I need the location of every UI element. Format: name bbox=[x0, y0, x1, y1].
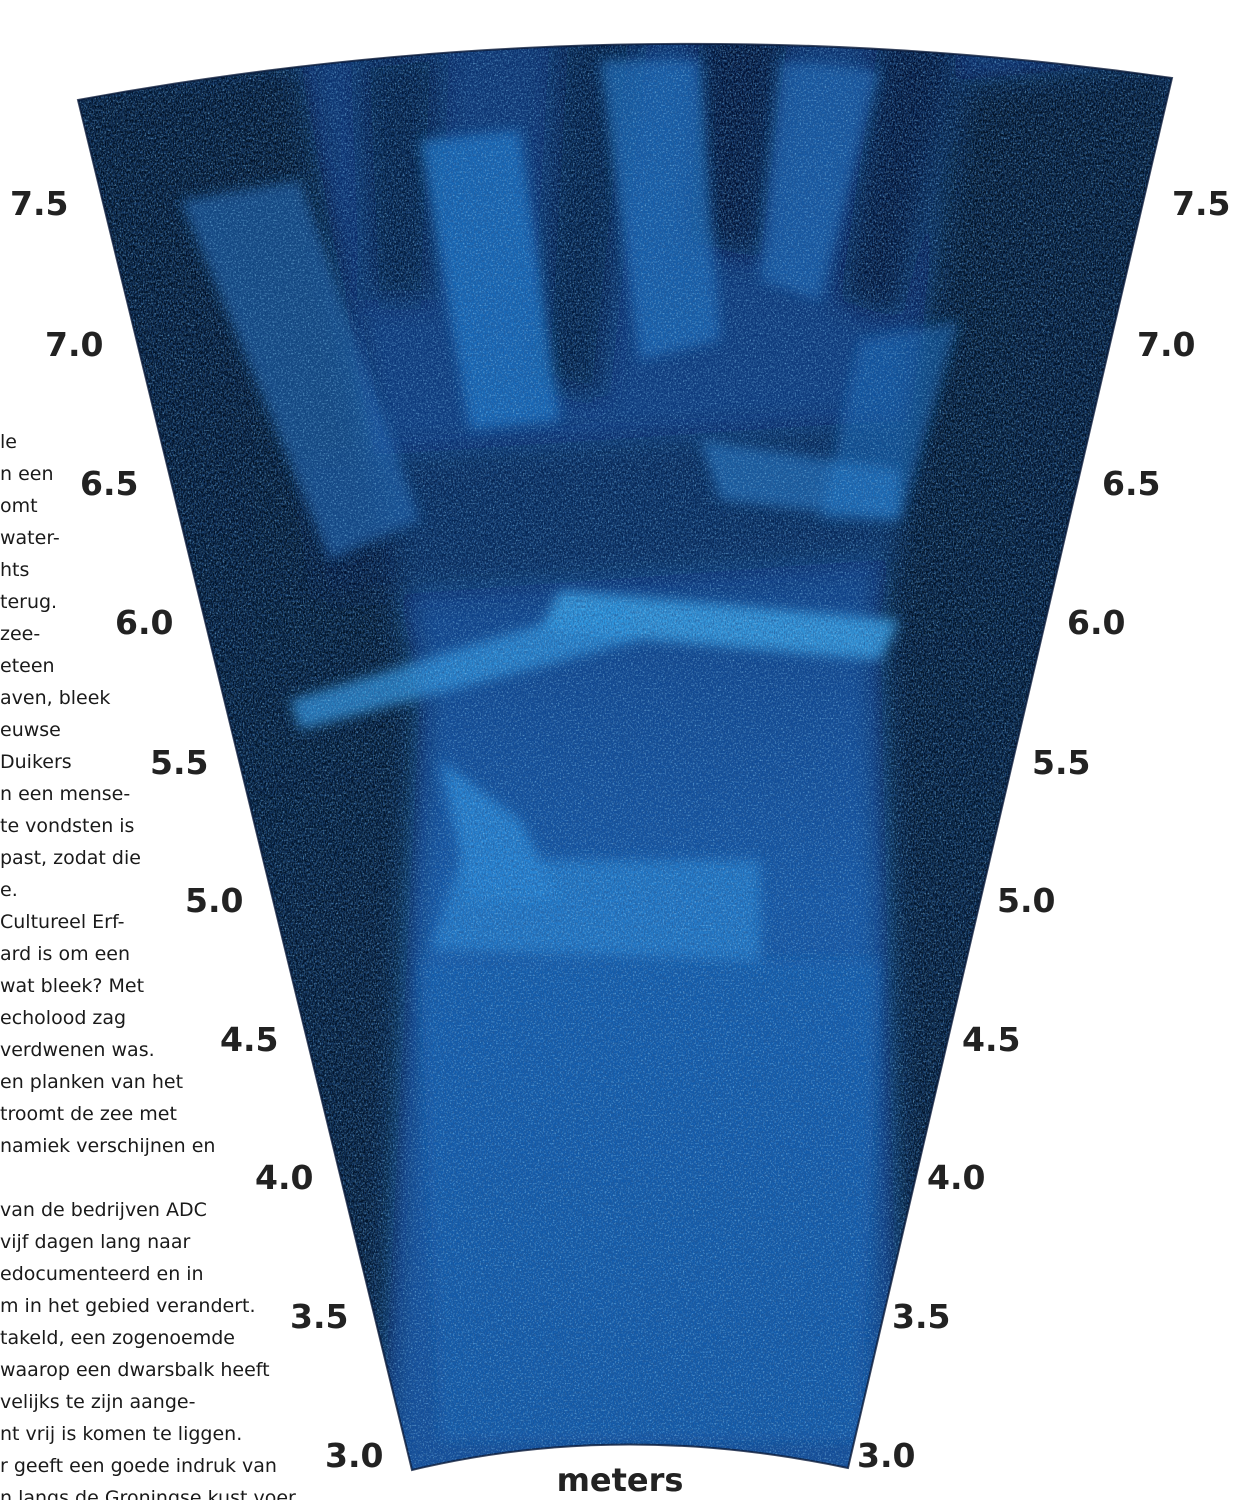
background-text-line: verdwenen was. bbox=[0, 1039, 155, 1061]
range-tick-left: 3.0 bbox=[325, 1436, 384, 1475]
range-tick-left: 3.5 bbox=[290, 1297, 349, 1336]
background-text-line: Duikers bbox=[0, 751, 72, 773]
range-tick-left: 5.5 bbox=[150, 743, 209, 782]
range-tick-right: 4.5 bbox=[962, 1020, 1021, 1059]
background-text-line: omt bbox=[0, 495, 38, 517]
range-tick-right: 6.0 bbox=[1067, 603, 1126, 642]
background-text-line: takeld, een zogenoemde bbox=[0, 1327, 235, 1349]
range-tick-right: 6.5 bbox=[1102, 464, 1161, 503]
range-tick-left: 7.5 bbox=[10, 184, 69, 223]
background-text-line: nt vrij is komen te liggen. bbox=[0, 1423, 243, 1445]
background-text-line: echolood zag bbox=[0, 1007, 127, 1029]
range-tick-right: 3.0 bbox=[857, 1436, 916, 1475]
range-tick-right: 5.0 bbox=[997, 881, 1056, 920]
range-tick-left: 4.0 bbox=[255, 1158, 314, 1197]
background-text-line: en planken van het bbox=[0, 1071, 184, 1093]
background-text-line: namiek verschijnen en bbox=[0, 1135, 216, 1157]
background-text-line: euwse bbox=[0, 719, 61, 741]
background-text-line: past, zodat die bbox=[0, 847, 141, 869]
background-text-line: Cultureel Erf- bbox=[0, 911, 125, 933]
background-text-line: hts bbox=[0, 559, 30, 581]
background-text-line: water- bbox=[0, 527, 60, 549]
background-text-line: ard is om een bbox=[0, 943, 131, 965]
background-text-line: n een bbox=[0, 463, 54, 485]
range-tick-left: 6.5 bbox=[80, 464, 139, 503]
range-tick-left: 6.0 bbox=[115, 603, 174, 642]
range-tick-right: 5.5 bbox=[1032, 743, 1091, 782]
background-text-line: m in het gebied verandert. bbox=[0, 1295, 256, 1317]
background-text-line: n langs de Groningse kust voer bbox=[0, 1487, 296, 1500]
background-text-line: eteen bbox=[0, 655, 55, 677]
background-text-line: le bbox=[0, 431, 17, 453]
background-text-line: troomt de zee met bbox=[0, 1103, 177, 1125]
range-tick-right: 4.0 bbox=[927, 1158, 986, 1197]
background-article-text: le n een omt water-hts terug. zee-eteen aven, … bbox=[0, 426, 300, 1500]
background-text-line: r geeft een goede indruk van bbox=[0, 1455, 277, 1477]
background-text-line: terug. bbox=[0, 591, 58, 613]
background-text-line: wat bleek? Met bbox=[0, 975, 145, 997]
background-text-line: van de bedrijven ADC bbox=[0, 1199, 207, 1221]
background-text-line: edocumenteerd en in bbox=[0, 1263, 204, 1285]
range-tick-right: 7.5 bbox=[1172, 184, 1231, 223]
background-text-line: waarop een dwarsbalk heeft bbox=[0, 1359, 270, 1381]
background-text-line: n een mense- bbox=[0, 783, 131, 805]
range-tick-left: 5.0 bbox=[185, 881, 244, 920]
background-text-line: vijf dagen lang naar bbox=[0, 1231, 191, 1253]
range-tick-left: 7.0 bbox=[45, 325, 104, 364]
range-tick-right: 3.5 bbox=[892, 1297, 951, 1336]
range-tick-right: 7.0 bbox=[1137, 325, 1196, 364]
background-text-line: e. bbox=[0, 879, 18, 901]
background-text-line: zee- bbox=[0, 623, 41, 645]
background-text-line: te vondsten is bbox=[0, 815, 135, 837]
range-tick-left: 4.5 bbox=[220, 1020, 279, 1059]
axis-title: meters bbox=[556, 1461, 684, 1499]
background-text-line: aven, bleek bbox=[0, 687, 111, 709]
background-text-line: velijks te zijn aange- bbox=[0, 1391, 196, 1413]
